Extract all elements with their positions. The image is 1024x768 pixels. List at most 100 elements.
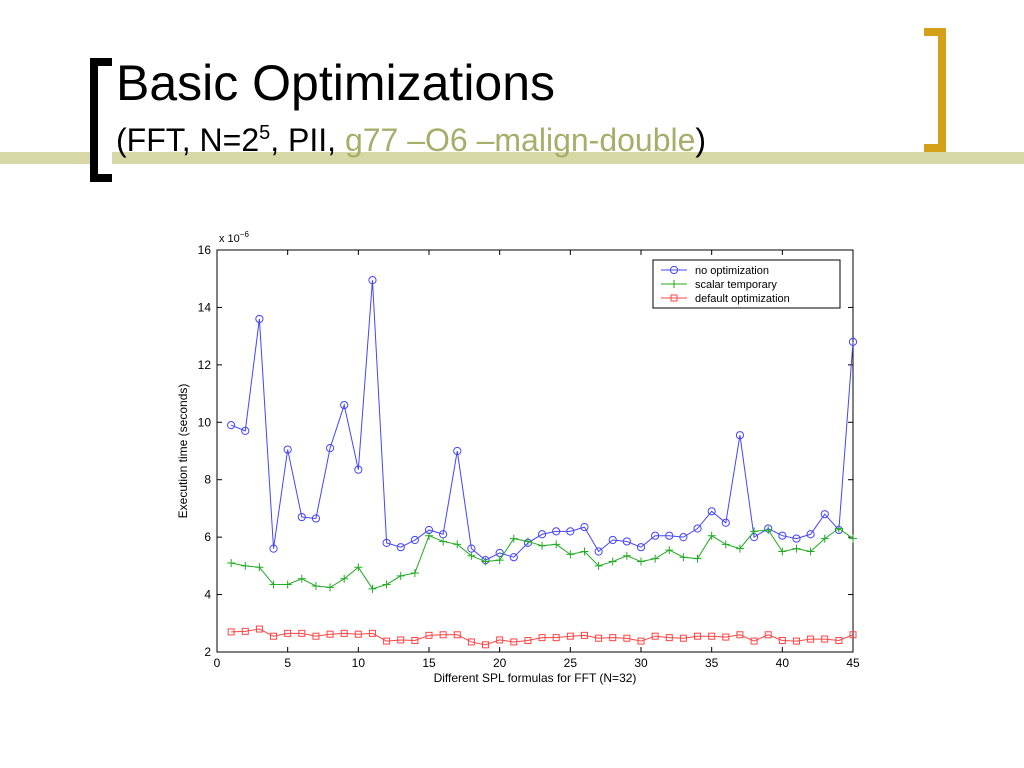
subtitle-prefix: (FFT, N=2 — [116, 122, 260, 158]
series-1-point — [396, 571, 405, 580]
y-tick-label: 12 — [198, 358, 212, 372]
series-1-point — [679, 553, 688, 562]
series-1-point — [651, 554, 660, 563]
series-1-point — [849, 534, 857, 543]
series-2-point — [651, 632, 659, 640]
execution-time-chart: 0 5 10 15 20 25 30 35 40 45 2 4 6 8 10 12 14 16 x 10−6 Diff… — [176, 230, 860, 685]
series-1-point — [509, 534, 518, 543]
series-0-point — [792, 534, 801, 543]
series-1-point — [778, 547, 787, 556]
series-1-point — [354, 563, 363, 572]
series-1-point — [297, 574, 306, 583]
series-1-point — [792, 544, 801, 553]
x-tick-label: 40 — [776, 656, 790, 670]
legend-label-1: scalar temporary — [695, 279, 777, 291]
series-0-point — [227, 421, 236, 430]
series-2-point — [821, 635, 829, 643]
series-1-point — [523, 537, 532, 546]
x-tick-label: 25 — [564, 656, 578, 670]
y-axis-label: Execution time (seconds) — [176, 384, 190, 519]
series-2-point — [284, 629, 292, 637]
series-2-point — [453, 631, 461, 639]
y-tick-label: 4 — [204, 588, 211, 602]
series-0-point — [778, 531, 787, 540]
series-2-point — [792, 637, 800, 645]
series-0-point — [622, 537, 631, 546]
series-1-point — [255, 563, 264, 572]
series-1-point — [834, 524, 843, 533]
series-2-point — [411, 637, 419, 645]
series-0-point — [255, 314, 264, 324]
series-2-point — [679, 634, 687, 642]
series-0-point — [820, 510, 829, 519]
series-1-point — [326, 583, 335, 592]
series-1-point — [750, 527, 759, 536]
series-2-point — [510, 638, 518, 646]
series-2-point — [623, 634, 631, 642]
series-0-point — [396, 543, 405, 552]
y-multiplier-label: x 10−6 — [219, 230, 249, 245]
series-1-point — [382, 580, 391, 589]
series-1-point — [735, 544, 744, 553]
subtitle-middle: , PII, — [270, 122, 345, 158]
series-2-point — [326, 630, 334, 638]
series-1-point — [368, 584, 377, 593]
series-1-point — [622, 551, 631, 560]
series-1-point — [467, 551, 476, 560]
legend-label-2: default optimization — [695, 293, 790, 305]
x-tick-label: 35 — [705, 656, 719, 670]
series-1-point — [495, 556, 504, 565]
series-2-point — [750, 637, 758, 645]
series-2-point — [736, 631, 744, 639]
series-1-point — [608, 557, 617, 566]
series-2-point — [397, 636, 405, 644]
series-1-point — [481, 557, 490, 566]
y-tick-label: 10 — [198, 415, 212, 429]
series-1-point — [580, 547, 589, 556]
plot-frame — [216, 249, 854, 653]
y-tick-label: 8 — [204, 473, 211, 487]
series-0-point — [665, 531, 674, 540]
series-0-point — [566, 527, 575, 536]
series-2-point — [849, 631, 857, 639]
x-tick-label: 15 — [422, 656, 436, 670]
series-0-point — [594, 547, 603, 556]
series-0-point — [679, 533, 688, 542]
series-1-point — [453, 540, 462, 549]
series-2-point — [566, 632, 574, 640]
series-2-point — [538, 634, 546, 642]
x-tick-label: 20 — [493, 656, 507, 670]
series-2-point — [552, 634, 560, 642]
y-tick-label: 14 — [198, 300, 212, 314]
series-1-point — [721, 540, 730, 549]
y-multiplier-base: x 10 — [219, 233, 240, 245]
series-1-point — [566, 550, 575, 559]
series-1-point — [425, 531, 433, 540]
series-2-point — [595, 634, 603, 642]
series-2-point — [524, 637, 532, 645]
series-1-point — [311, 581, 320, 590]
legend-marker-2 — [670, 294, 678, 302]
series-2-point — [835, 637, 843, 645]
x-tick-label: 5 — [284, 656, 291, 670]
series-0-point — [707, 507, 716, 516]
series-0-point — [735, 431, 745, 440]
series-2-point — [241, 627, 249, 635]
subtitle-suffix: ) — [695, 122, 707, 158]
series-1-point — [552, 540, 561, 549]
series-1-point — [227, 558, 236, 567]
subtitle-exponent: 5 — [259, 122, 271, 144]
series-2-point — [270, 632, 278, 640]
series-1-point — [594, 561, 603, 570]
series-0-point — [537, 530, 547, 539]
slide-subtitle: (FFT, N=25, PII, g77 –O6 –malign-double) — [116, 122, 707, 158]
series-0-point — [848, 337, 858, 346]
series-2-point — [637, 637, 645, 645]
series-2-point — [482, 641, 490, 649]
series-1-point — [707, 531, 716, 540]
series-1-point — [806, 547, 815, 556]
series-0-point — [806, 530, 815, 539]
series-line-2 — [231, 628, 854, 646]
series-1-point — [241, 561, 250, 570]
series-2-point — [764, 631, 772, 639]
